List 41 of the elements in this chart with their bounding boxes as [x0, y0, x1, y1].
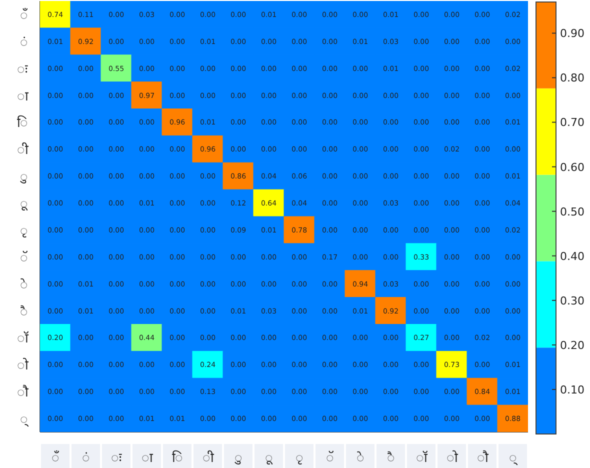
y-tick-label: ◌ि — [17, 115, 28, 132]
y-tick-label: ◌ा — [17, 89, 29, 104]
color-bar-label: 0.20 — [560, 338, 584, 352]
x-tick-label: ◌े — [356, 451, 364, 466]
y-tick-label: ◌ॅ — [20, 250, 28, 266]
y-tick-label: ◌ृ — [20, 224, 28, 239]
x-tick-label: ◌् — [508, 451, 518, 466]
x-tick-label: ◌ै — [386, 451, 395, 466]
y-tick-label: ◌ः — [17, 62, 28, 78]
color-bar-label: 0.80 — [560, 72, 584, 85]
x-tick-label: ◌ी — [202, 450, 214, 466]
x-tick-label: ◌ं — [82, 451, 90, 466]
x-tick-label: ◌ृ — [295, 451, 304, 466]
x-tick-label: ◌ौ — [476, 450, 489, 466]
y-tick-label: ◌ॉ — [17, 330, 29, 347]
y-tick-label: ◌ै — [20, 304, 28, 320]
color-bar-label: 0.50 — [560, 205, 584, 218]
y-tick-label: ◌ँ — [20, 7, 28, 24]
x-tick-label: ◌ॉ — [416, 450, 428, 466]
x-tick-label: ◌ु — [234, 451, 242, 466]
color-bar-label: 0.90 — [560, 27, 584, 40]
y-tick-label: ◌ी — [17, 142, 29, 158]
x-tick-label: ◌ँ — [51, 450, 60, 466]
color-bar-label: 0.60 — [560, 160, 584, 174]
x-tick-label: ◌ः — [110, 451, 122, 466]
y-tick-label: ◌ं — [20, 35, 28, 50]
color-bar-label: 0.70 — [560, 116, 584, 130]
color-bar-label: 0.10 — [560, 383, 584, 396]
y-tick-label: ◌ौ — [17, 384, 29, 401]
y-tick-label: ◌् — [20, 412, 29, 428]
x-tick-label: ◌ॅ — [326, 450, 334, 466]
y-tick-label: ◌े — [20, 278, 28, 293]
x-tick-label: ◌ू — [264, 451, 273, 466]
x-tick-label: ◌ि — [172, 450, 183, 466]
y-tick-label: ◌ु — [20, 170, 28, 186]
y-tick-label: ◌ू — [20, 197, 28, 212]
color-bar-label: 0.30 — [560, 294, 584, 308]
x-tick-label: ◌ा — [141, 451, 154, 466]
y-tick-label: ◌ो — [17, 358, 29, 374]
x-tick-label: ◌ो — [446, 450, 458, 466]
color-bar-label: 0.40 — [560, 250, 584, 263]
